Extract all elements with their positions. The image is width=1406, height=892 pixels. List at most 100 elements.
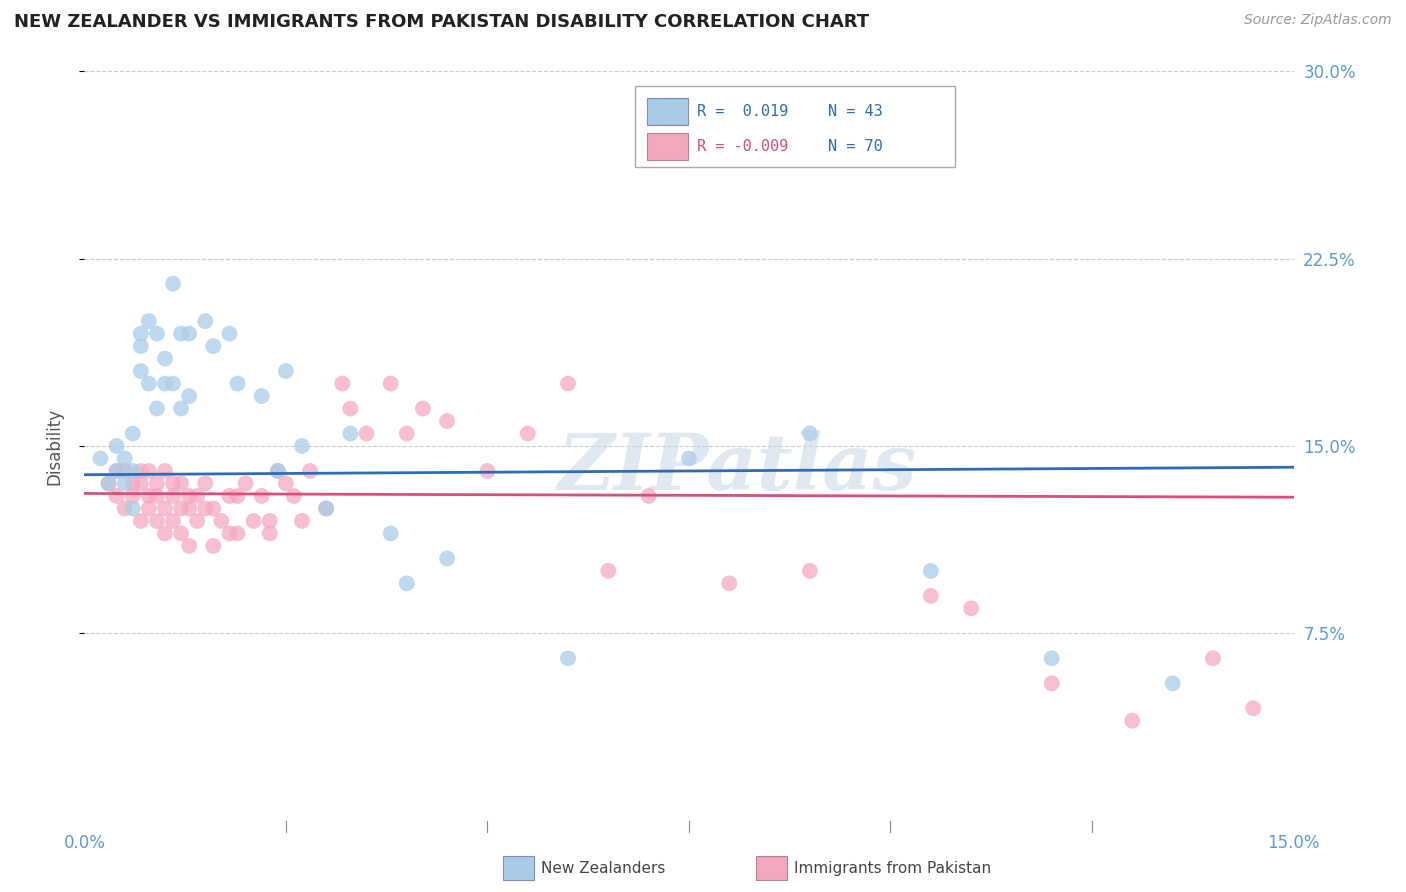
- Point: [274, 476, 297, 491]
- Point: [138, 489, 160, 503]
- Point: [920, 564, 942, 578]
- Point: [356, 426, 378, 441]
- Point: [718, 576, 741, 591]
- Point: [162, 514, 184, 528]
- Text: Source: ZipAtlas.com: Source: ZipAtlas.com: [1244, 13, 1392, 28]
- Point: [114, 451, 136, 466]
- Point: [226, 376, 249, 391]
- Point: [170, 476, 193, 491]
- Y-axis label: Disability: Disability: [45, 408, 63, 484]
- Point: [89, 451, 111, 466]
- Point: [146, 514, 169, 528]
- Point: [315, 501, 337, 516]
- Point: [97, 476, 120, 491]
- Point: [516, 426, 538, 441]
- Point: [129, 476, 152, 491]
- Text: 15.0%: 15.0%: [1267, 834, 1320, 852]
- FancyBboxPatch shape: [634, 87, 955, 168]
- Point: [436, 551, 458, 566]
- FancyBboxPatch shape: [647, 98, 688, 125]
- Point: [162, 376, 184, 391]
- Point: [436, 414, 458, 428]
- Text: New Zealanders: New Zealanders: [541, 862, 665, 876]
- Point: [179, 539, 201, 553]
- Point: [114, 464, 136, 478]
- Point: [146, 489, 169, 503]
- Point: [194, 476, 217, 491]
- Point: [162, 489, 184, 503]
- Point: [129, 326, 152, 341]
- Point: [153, 464, 176, 478]
- Point: [267, 464, 290, 478]
- Point: [121, 489, 143, 503]
- Point: [235, 476, 257, 491]
- Point: [162, 277, 184, 291]
- Point: [138, 501, 160, 516]
- Point: [97, 476, 120, 491]
- Point: [218, 326, 240, 341]
- Point: [202, 501, 225, 516]
- Point: [799, 564, 821, 578]
- Point: [170, 526, 193, 541]
- Point: [283, 489, 305, 503]
- Point: [1040, 651, 1063, 665]
- Point: [105, 464, 128, 478]
- Point: [105, 464, 128, 478]
- Point: [162, 476, 184, 491]
- Point: [170, 401, 193, 416]
- Point: [138, 376, 160, 391]
- FancyBboxPatch shape: [647, 133, 688, 160]
- Point: [1040, 676, 1063, 690]
- Text: 0.0%: 0.0%: [63, 834, 105, 852]
- Point: [121, 426, 143, 441]
- Point: [395, 426, 418, 441]
- Point: [250, 489, 273, 503]
- Point: [250, 389, 273, 403]
- Point: [218, 489, 240, 503]
- Point: [330, 376, 353, 391]
- Point: [557, 376, 579, 391]
- Point: [121, 476, 143, 491]
- Point: [477, 464, 499, 478]
- Point: [299, 464, 322, 478]
- Point: [1241, 701, 1264, 715]
- Point: [153, 526, 176, 541]
- Point: [129, 514, 152, 528]
- Point: [194, 501, 217, 516]
- Text: N = 70: N = 70: [828, 139, 883, 153]
- Point: [129, 364, 152, 378]
- Point: [637, 489, 659, 503]
- Point: [121, 464, 143, 478]
- Point: [129, 464, 152, 478]
- Point: [170, 326, 193, 341]
- Point: [380, 526, 402, 541]
- Point: [274, 364, 297, 378]
- Point: [291, 514, 314, 528]
- Point: [226, 526, 249, 541]
- Point: [179, 501, 201, 516]
- Point: [226, 489, 249, 503]
- Point: [186, 489, 208, 503]
- Point: [1202, 651, 1225, 665]
- Point: [799, 426, 821, 441]
- Point: [114, 476, 136, 491]
- Point: [153, 376, 176, 391]
- Point: [202, 539, 225, 553]
- Point: [259, 514, 281, 528]
- Point: [209, 514, 232, 528]
- Point: [138, 314, 160, 328]
- Point: [179, 389, 201, 403]
- Point: [267, 464, 290, 478]
- Point: [291, 439, 314, 453]
- Point: [146, 326, 169, 341]
- Point: [380, 376, 402, 391]
- Point: [170, 501, 193, 516]
- Point: [598, 564, 620, 578]
- Point: [146, 401, 169, 416]
- Point: [186, 514, 208, 528]
- Point: [153, 351, 176, 366]
- Point: [678, 451, 700, 466]
- Point: [557, 651, 579, 665]
- Point: [339, 401, 361, 416]
- Point: [153, 501, 176, 516]
